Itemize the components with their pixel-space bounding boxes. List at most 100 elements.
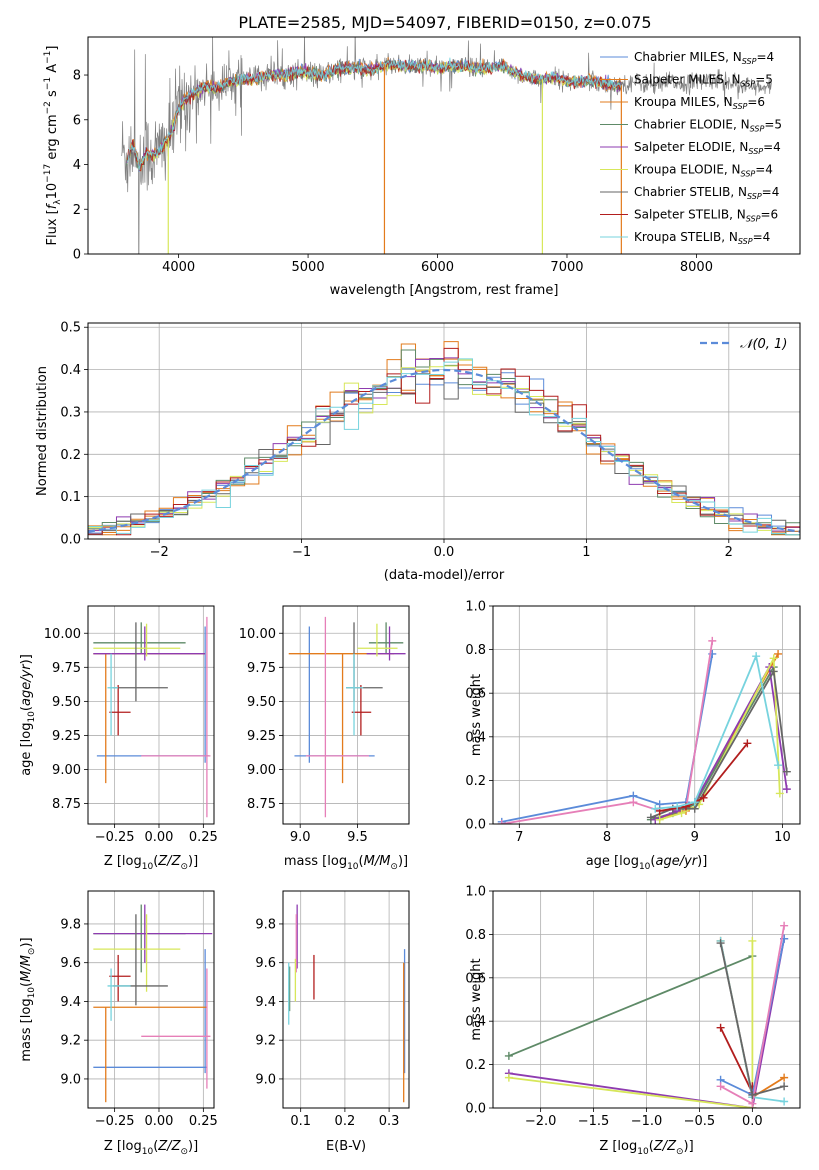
axes-frame [87, 890, 215, 1109]
y-tick-label: 9.00 [52, 763, 81, 778]
x-tick-label: −0.25 [95, 1114, 135, 1129]
x-axis-label: (data-model)/error [384, 568, 505, 583]
y-tick-label: 0.6 [465, 687, 486, 702]
y-tick-label: 9.6 [60, 956, 81, 971]
mass-weight-point [748, 1090, 757, 1099]
error-bar-marker [346, 653, 364, 736]
x-tick-label: 0.0 [742, 1114, 763, 1129]
axes-massweight_vs_Z: −2.0 −1.5 −1.0 −0.5 0.0 0.0 0.2 0.4 0.6 0.8 1.0 mas… [465, 885, 801, 1157]
error-bar-marker [109, 685, 131, 736]
legend: Chabrier MILES, NSSP=4 Salpeter MILES, NS… [600, 50, 782, 246]
error-bar-marker [141, 968, 211, 1089]
mass-weight-point [655, 815, 664, 824]
mass-weight-point [504, 1073, 513, 1082]
mass-weight-point [673, 802, 682, 811]
y-tick-label: 0.8 [465, 928, 486, 943]
plot-area [93, 904, 213, 1103]
x-axis-label: Z [log10(Z/Z⊙)] [104, 1139, 198, 1157]
axes-frame [282, 605, 410, 825]
y-tick-label: 0.0 [60, 533, 81, 548]
x-tick-label: −1.0 [631, 1114, 663, 1129]
mass-weight-point [677, 809, 686, 818]
y-tick-label: 0.8 [465, 643, 486, 658]
mass-weight-point [780, 1082, 789, 1091]
y-tick-label: 0.4 [60, 363, 81, 378]
y-tick-label: 0.0 [465, 1102, 486, 1117]
axes-frame [282, 890, 410, 1109]
x-tick-label: 0.25 [189, 830, 218, 845]
mass-weight-point [699, 793, 708, 802]
legend-label: Chabrier MILES, NSSP=4 [634, 50, 774, 66]
x-axis-label: Z [log10(Z/Z⊙)] [104, 854, 198, 872]
legend-label: 𝒩(0, 1) [740, 337, 787, 352]
x-tick-label: 0.0 [434, 545, 455, 560]
error-bar-marker [112, 622, 168, 702]
y-tick-label: 0.4 [465, 1015, 486, 1030]
y-tick-label: 9.25 [247, 729, 276, 744]
mass-weight-point [497, 820, 506, 824]
axes-massweight_vs_age: 7 8 9 10 0.0 0.2 0.4 0.6 0.8 1.0 mass weight age [l… [465, 600, 801, 872]
error-bar-marker [294, 626, 375, 763]
legend-label: Salpeter STELIB, NSSP=6 [634, 208, 778, 224]
y-tick-label: 9.0 [60, 1072, 81, 1087]
y-tick-label: 0.4 [465, 730, 486, 745]
legend-label: Kroupa MILES, NSSP=6 [634, 95, 765, 111]
y-tick-label: 8.75 [247, 797, 276, 812]
legend-label: Chabrier ELODIE, NSSP=5 [634, 118, 782, 134]
error-bar-marker [93, 904, 213, 963]
x-tick-label: −2 [150, 545, 169, 560]
x-axis-label: age [log10(age/yr)] [586, 854, 708, 872]
mass-weight-point [769, 654, 778, 663]
error-bar-marker [141, 616, 211, 818]
plot-area [288, 904, 406, 1103]
x-tick-label: 7 [515, 830, 523, 845]
x-tick-label: 9 [691, 830, 699, 845]
error-bar-marker [368, 622, 404, 654]
mass-weight-point [646, 813, 655, 822]
mass-weight-point [775, 789, 784, 798]
y-tick-label: 9.8 [255, 917, 276, 932]
plot-area [93, 616, 211, 818]
mass-weight-point [774, 649, 783, 658]
y-axis-label: mass [log10(M/M⊙)] [19, 937, 37, 1061]
model-spectrum [126, 57, 622, 171]
mass-weight-point [708, 636, 717, 645]
mass-weight-point [690, 798, 699, 807]
y-tick-label: 9.2 [255, 1034, 276, 1049]
y-tick-label: 0.2 [465, 1058, 486, 1073]
error-bar-marker [107, 653, 119, 736]
x-tick-label: 0.1 [290, 1114, 311, 1129]
y-tick-label: 9.50 [52, 695, 81, 710]
x-tick-label: 1 [582, 545, 590, 560]
mass-weight-point [780, 1097, 789, 1106]
mass-weight-line [654, 664, 788, 821]
axes-frame [87, 605, 215, 825]
error-bar-marker [366, 626, 406, 661]
mass-weight-line [650, 666, 775, 821]
plot-area [88, 341, 800, 536]
mass-weight-point [716, 1082, 725, 1091]
x-tick-label: 2 [725, 545, 733, 560]
x-tick-label: 9.5 [347, 830, 368, 845]
x-axis-label: wavelength [Angstrom, rest frame] [330, 283, 559, 298]
y-tick-label: 9.8 [60, 917, 81, 932]
y-tick-label: 0.0 [465, 818, 486, 833]
mass-weight-point [780, 921, 789, 930]
x-tick-label: 8000 [680, 260, 713, 275]
y-tick-label: 10.00 [239, 627, 276, 642]
legend-label: Chabrier STELIB, NSSP=4 [634, 185, 779, 201]
mass-weight-line [508, 940, 754, 1108]
y-tick-label: 1.0 [465, 885, 486, 900]
mass-weight-point [769, 667, 778, 676]
y-tick-label: 9.6 [255, 956, 276, 971]
error-bar-marker [93, 949, 207, 1074]
x-tick-label: −1 [292, 545, 311, 560]
legend-label: Salpeter MILES, NSSP=5 [634, 73, 773, 89]
mass-weight-line [655, 653, 779, 810]
mass-weight-point [629, 798, 638, 807]
y-tick-label: 0 [73, 248, 81, 263]
y-tick-label: 4 [73, 158, 81, 173]
y-tick-label: 8.75 [52, 797, 81, 812]
y-tick-label: 8 [73, 69, 81, 84]
x-tick-label: 0.00 [145, 830, 174, 845]
